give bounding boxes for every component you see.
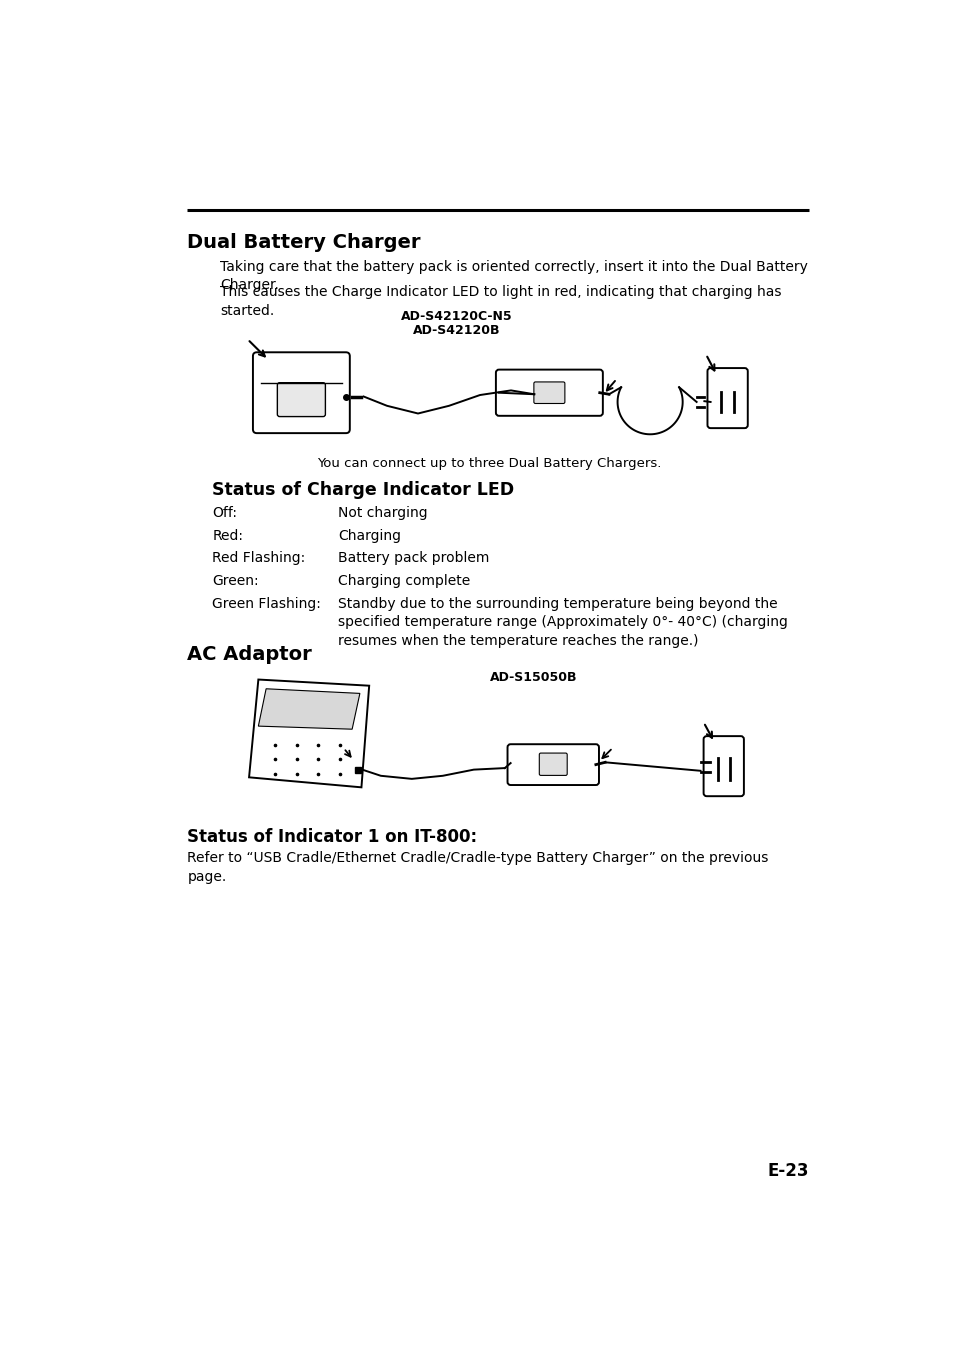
- Text: AC Adaptor: AC Adaptor: [187, 645, 312, 663]
- Text: Battery pack problem: Battery pack problem: [337, 551, 489, 566]
- Text: Charging: Charging: [337, 528, 400, 543]
- Text: Off:: Off:: [212, 506, 237, 520]
- FancyBboxPatch shape: [534, 382, 564, 403]
- FancyBboxPatch shape: [496, 370, 602, 416]
- Text: Red:: Red:: [212, 528, 243, 543]
- Polygon shape: [249, 680, 369, 787]
- Text: Red Flashing:: Red Flashing:: [212, 551, 305, 566]
- Text: This causes the Charge Indicator LED to light in red, indicating that charging h: This causes the Charge Indicator LED to …: [220, 284, 781, 318]
- FancyBboxPatch shape: [507, 745, 598, 785]
- Text: Green:: Green:: [212, 574, 258, 588]
- FancyBboxPatch shape: [277, 383, 325, 417]
- Text: AD-S15050B: AD-S15050B: [490, 670, 577, 684]
- Text: E-23: E-23: [767, 1163, 808, 1181]
- Text: Dual Battery Charger: Dual Battery Charger: [187, 233, 420, 252]
- Text: Status of Indicator 1 on IT-800:: Status of Indicator 1 on IT-800:: [187, 827, 477, 846]
- Text: Refer to “USB Cradle/Ethernet Cradle/Cradle-type Battery Charger” on the previou: Refer to “USB Cradle/Ethernet Cradle/Cra…: [187, 850, 768, 884]
- Text: Standby due to the surrounding temperature being beyond the
specified temperatur: Standby due to the surrounding temperatu…: [337, 597, 787, 649]
- Text: Not charging: Not charging: [337, 506, 427, 520]
- Polygon shape: [258, 689, 359, 730]
- Text: AD-S42120C-N5: AD-S42120C-N5: [400, 310, 512, 322]
- FancyBboxPatch shape: [253, 352, 350, 433]
- FancyBboxPatch shape: [703, 737, 743, 796]
- FancyBboxPatch shape: [707, 368, 747, 428]
- Text: You can connect up to three Dual Battery Chargers.: You can connect up to three Dual Battery…: [316, 456, 660, 470]
- Text: Taking care that the battery pack is oriented correctly, insert it into the Dual: Taking care that the battery pack is ori…: [220, 260, 807, 292]
- Text: Green Flashing:: Green Flashing:: [212, 597, 321, 611]
- Text: Status of Charge Indicator LED: Status of Charge Indicator LED: [212, 481, 514, 500]
- Text: Charging complete: Charging complete: [337, 574, 470, 588]
- FancyBboxPatch shape: [538, 753, 567, 776]
- Text: AD-S42120B: AD-S42120B: [413, 324, 499, 337]
